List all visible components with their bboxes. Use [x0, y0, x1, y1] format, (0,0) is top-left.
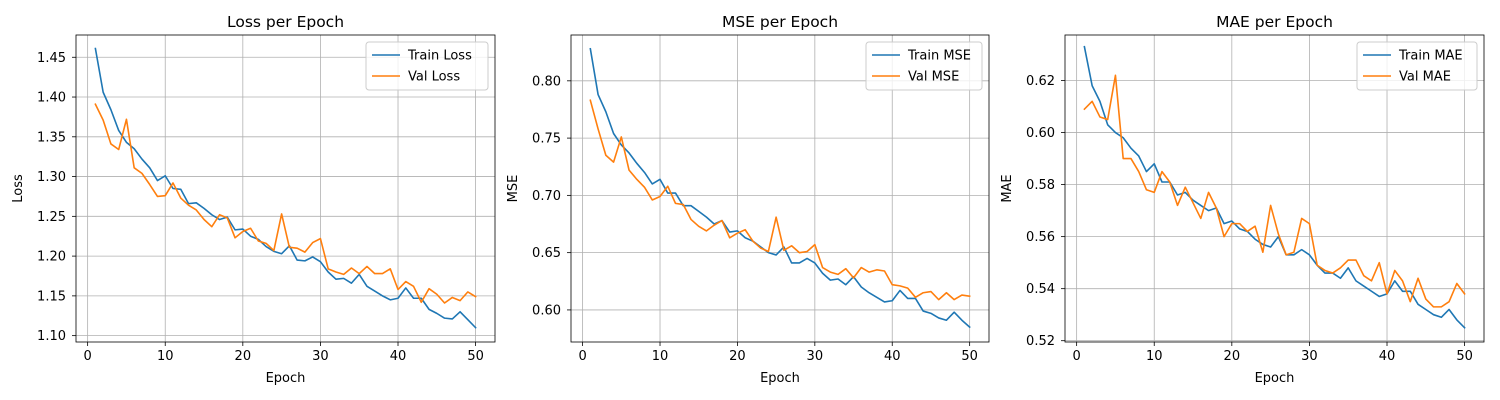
y-tick-label: 1.40: [37, 91, 66, 106]
x-tick-label: 0: [1072, 349, 1080, 364]
y-tick-label: 1.45: [37, 51, 66, 66]
x-tick-label: 10: [1146, 349, 1163, 364]
legend-label: Train Loss: [407, 49, 472, 64]
chart-panel-2: 0 10 20 30 40 50 0.60 0.65 0.70 0.75 0.80 MSE per E…: [506, 13, 990, 386]
series-line-train: [1083, 45, 1466, 329]
series-line-train: [589, 47, 971, 329]
x-tick-label: 50: [1456, 349, 1473, 364]
x-axis-label: Epoch: [760, 371, 800, 386]
chart-title: Loss per Epoch: [227, 13, 344, 31]
y-tick-label: 0.60: [1026, 126, 1055, 141]
series-line-train: [94, 47, 477, 329]
x-tick-label: 40: [1379, 349, 1396, 364]
legend: Train MAE Val MAE: [1356, 41, 1478, 91]
legend-box: [865, 41, 983, 91]
x-tick-label: 10: [652, 349, 669, 364]
y-tick-label: 0.58: [1026, 178, 1055, 193]
series-line-val: [1083, 74, 1466, 308]
legend-label: Val MAE: [1399, 70, 1451, 85]
x-tick-label: 40: [390, 349, 407, 364]
chart-panel-3: 0 10 20 30 40 50 0.52 0.54 0.56 0.58 0.60 0.62 MAE p…: [1000, 13, 1485, 386]
x-axis-label: Epoch: [1255, 371, 1295, 386]
chart-title: MSE per Epoch: [722, 13, 838, 31]
y-tick-label: 0.54: [1026, 282, 1055, 297]
legend-box: [1356, 41, 1478, 91]
x-tick-label: 20: [235, 349, 252, 364]
x-tick-label: 30: [1301, 349, 1318, 364]
x-tick-label: 50: [467, 349, 484, 364]
y-tick-label: 1.25: [37, 210, 66, 225]
y-tick-label: 0.62: [1026, 74, 1055, 89]
y-axis-label: MAE: [1000, 174, 1015, 202]
chart-title: MAE per Epoch: [1216, 13, 1333, 31]
axes-frame: [570, 34, 990, 343]
x-tick-label: 10: [157, 349, 174, 364]
y-tick-label: 1.20: [37, 250, 66, 265]
legend: Train MSE Val MSE: [865, 41, 983, 91]
x-axis-label: Epoch: [266, 371, 306, 386]
legend-box: [365, 41, 489, 91]
axes-frame: [1064, 34, 1485, 343]
x-tick-label: 50: [961, 349, 978, 364]
x-tick-label: 20: [1224, 349, 1241, 364]
y-axis-label: Loss: [11, 174, 26, 203]
x-tick-label: 30: [807, 349, 824, 364]
y-tick-label: 1.35: [37, 130, 66, 145]
series-line-val: [589, 99, 971, 301]
axes-frame: [75, 34, 496, 343]
x-tick-label: 30: [312, 349, 329, 364]
legend-label: Train MSE: [907, 49, 971, 64]
x-tick-label: 40: [884, 349, 901, 364]
y-tick-label: 0.75: [532, 132, 561, 147]
y-tick-label: 1.15: [37, 289, 66, 304]
y-tick-label: 0.60: [532, 303, 561, 318]
x-tick-label: 0: [578, 349, 586, 364]
x-tick-label: 20: [729, 349, 746, 364]
y-tick-label: 1.30: [37, 170, 66, 185]
y-tick-label: 0.52: [1026, 334, 1055, 349]
legend-label: Val Loss: [408, 70, 460, 85]
y-tick-label: 0.80: [532, 74, 561, 89]
y-tick-label: 0.70: [532, 189, 561, 204]
x-tick-label: 0: [83, 349, 91, 364]
legend: Train Loss Val Loss: [365, 41, 489, 91]
y-tick-label: 1.10: [37, 329, 66, 344]
series-line-val: [94, 103, 477, 304]
legend-label: Train MAE: [1398, 49, 1463, 64]
y-axis-label: MSE: [506, 175, 521, 203]
y-tick-label: 0.56: [1026, 230, 1055, 245]
chart-panel-1: 0 10 20 30 40 50 1.10 1.15 1.20 1.25 1.30 1.35 1.40 1…: [11, 13, 496, 386]
legend-label: Val MSE: [908, 70, 959, 85]
y-tick-label: 0.65: [532, 246, 561, 261]
